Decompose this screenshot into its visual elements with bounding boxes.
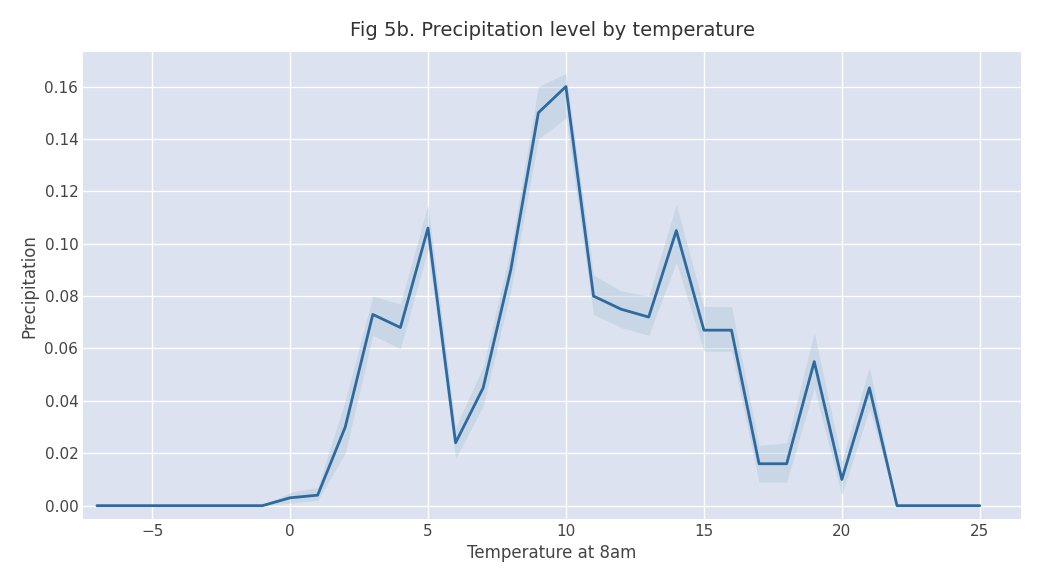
Title: Fig 5b. Precipitation level by temperature: Fig 5b. Precipitation level by temperatu… [350, 21, 754, 40]
Y-axis label: Precipitation: Precipitation [21, 234, 39, 338]
X-axis label: Temperature at 8am: Temperature at 8am [468, 544, 637, 562]
